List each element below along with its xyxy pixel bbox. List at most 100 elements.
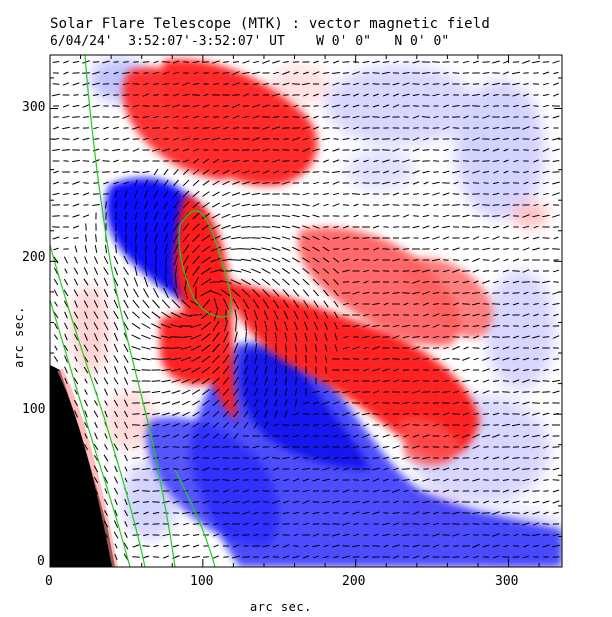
field-vector xyxy=(442,82,450,86)
field-vector xyxy=(333,479,339,481)
field-vector xyxy=(203,115,209,119)
field-vector xyxy=(252,137,260,141)
field-vector xyxy=(62,82,70,86)
field-vector xyxy=(210,257,222,263)
field-vector xyxy=(201,267,211,275)
field-vector xyxy=(123,181,129,185)
field-vector xyxy=(64,454,68,462)
field-vector xyxy=(292,490,300,492)
field-vector xyxy=(342,269,350,273)
field-vector xyxy=(292,412,300,416)
field-vector xyxy=(231,225,241,229)
field-vector xyxy=(82,192,90,196)
field-vector xyxy=(522,93,530,97)
field-vector xyxy=(522,468,530,470)
field-vector xyxy=(113,266,119,276)
field-vector xyxy=(493,170,499,174)
field-vector xyxy=(532,292,540,294)
field-vector xyxy=(132,489,140,493)
field-vector xyxy=(352,148,360,152)
field-vector xyxy=(542,104,550,108)
field-vector xyxy=(82,171,90,173)
field-vector xyxy=(262,193,270,195)
field-vector xyxy=(252,192,260,196)
field-vector xyxy=(522,281,530,283)
field-vector xyxy=(222,343,230,353)
field-vector xyxy=(522,269,530,273)
y-tick-0: 0 xyxy=(37,554,45,569)
field-vector xyxy=(203,445,209,449)
field-vector xyxy=(242,299,250,309)
field-vector xyxy=(113,487,119,495)
field-vector xyxy=(54,432,58,440)
field-vector xyxy=(522,357,530,361)
field-vector xyxy=(343,401,349,405)
field-vector xyxy=(192,115,200,119)
field-vector xyxy=(382,490,390,492)
field-vector xyxy=(502,511,510,515)
field-vector xyxy=(372,60,380,64)
field-vector xyxy=(422,490,430,492)
field-vector xyxy=(402,335,410,339)
field-vector xyxy=(172,434,180,438)
field-vector xyxy=(53,443,59,451)
field-vector xyxy=(362,60,370,64)
field-vector xyxy=(472,434,480,438)
field-vector xyxy=(532,115,540,119)
field-vector xyxy=(453,434,459,438)
field-vector xyxy=(241,203,251,207)
field-vector xyxy=(392,512,400,514)
field-vector xyxy=(322,72,330,74)
field-vector xyxy=(151,401,161,405)
field-vector xyxy=(452,72,460,74)
field-vector xyxy=(281,236,291,240)
field-vector xyxy=(212,320,220,332)
field-vector xyxy=(171,390,181,394)
field-vector xyxy=(183,522,189,526)
field-vector xyxy=(492,181,500,185)
field-vector xyxy=(313,401,319,405)
field-vector xyxy=(284,410,288,418)
field-vector xyxy=(85,223,87,231)
field-vector xyxy=(73,192,79,196)
field-vector xyxy=(182,105,190,107)
field-vector xyxy=(421,72,431,74)
field-vector xyxy=(141,369,151,371)
field-vector xyxy=(222,169,230,175)
field-vector xyxy=(315,355,317,363)
field-vector xyxy=(153,211,159,221)
field-vector xyxy=(151,323,161,329)
field-vector xyxy=(443,104,449,108)
field-vector xyxy=(362,446,370,448)
field-vector xyxy=(123,61,129,63)
field-vector xyxy=(353,302,359,306)
field-vector xyxy=(533,358,539,360)
field-vector xyxy=(92,61,100,63)
field-vector xyxy=(452,105,460,107)
field-vector xyxy=(251,268,261,274)
field-vector xyxy=(212,422,220,428)
field-vector xyxy=(104,510,108,516)
field-vector xyxy=(113,159,119,163)
field-vector xyxy=(252,71,260,75)
field-vector xyxy=(502,346,510,350)
field-vector xyxy=(453,401,459,405)
field-vector xyxy=(123,266,129,276)
field-vector xyxy=(213,82,219,86)
field-vector xyxy=(512,457,520,459)
field-vector xyxy=(412,93,420,97)
field-vector xyxy=(64,499,68,505)
field-vector xyxy=(523,555,529,559)
field-vector xyxy=(272,149,280,151)
field-vector xyxy=(221,202,231,208)
field-vector xyxy=(333,289,339,297)
field-vector xyxy=(104,388,108,396)
field-vector xyxy=(172,544,180,548)
field-vector xyxy=(222,399,230,407)
field-vector xyxy=(152,511,160,515)
field-vector xyxy=(543,203,549,207)
field-vector xyxy=(113,321,119,331)
field-vector xyxy=(412,511,420,515)
field-vector xyxy=(372,225,380,229)
field-vector xyxy=(64,433,68,439)
